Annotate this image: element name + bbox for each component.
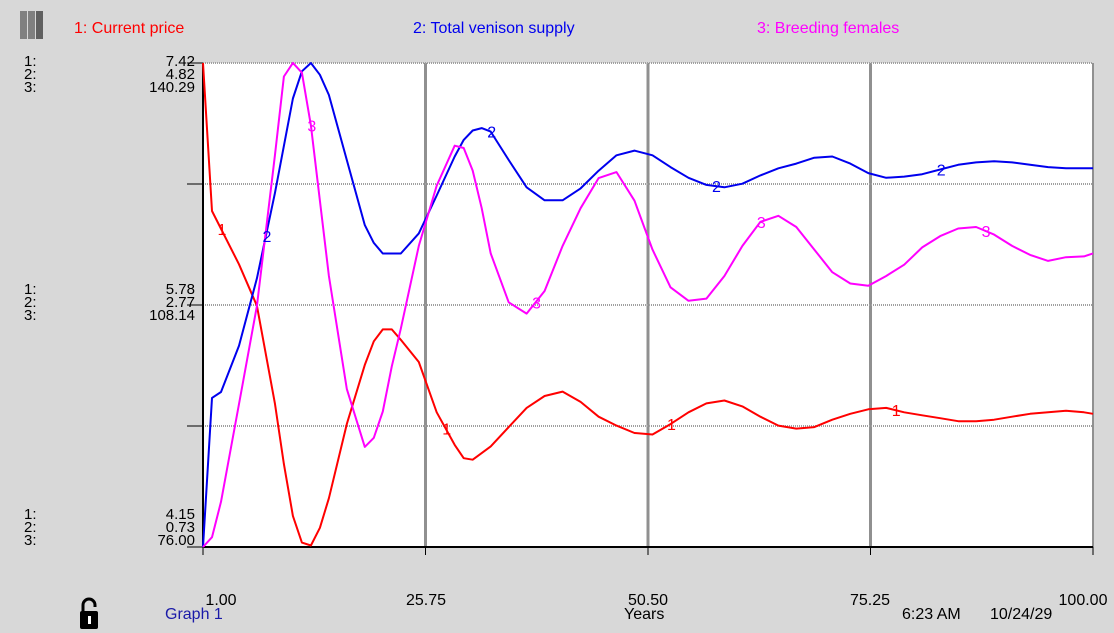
y-value: 140.29 bbox=[149, 79, 195, 96]
axes bbox=[187, 62, 1094, 555]
series-marker-2: 2 bbox=[937, 163, 946, 180]
series-marker-2: 2 bbox=[487, 125, 496, 142]
x-tick-label: 50.50 bbox=[627, 592, 669, 609]
series-marker-3: 3 bbox=[757, 215, 766, 232]
x-tick-label: 75.25 bbox=[849, 592, 891, 609]
y-index: 3: bbox=[24, 79, 37, 96]
graph-name[interactable]: Graph 1 bbox=[165, 606, 223, 623]
series-marker-1: 1 bbox=[667, 417, 676, 434]
y-index: 1: bbox=[24, 281, 37, 298]
series-marker-1: 1 bbox=[218, 222, 227, 239]
x-axis-label: Years bbox=[624, 606, 665, 623]
y-value: 5.78 bbox=[165, 281, 195, 298]
lock-icon[interactable] bbox=[78, 596, 100, 630]
series-marker-3: 3 bbox=[982, 224, 991, 241]
x-tick-label: 100.00 bbox=[1058, 592, 1108, 609]
time-stamp: 6:23 AM bbox=[902, 606, 961, 623]
y-index: 3: bbox=[24, 307, 37, 324]
y-index: 2: bbox=[24, 294, 37, 311]
y-value: 2.77 bbox=[165, 294, 195, 311]
series-marker-2: 2 bbox=[712, 179, 721, 196]
legend-total-venison-supply: 2: Total venison supply bbox=[413, 20, 575, 37]
series-line-1 bbox=[202, 62, 1094, 547]
y-value: 108.14 bbox=[149, 307, 195, 324]
y-index: 1: bbox=[24, 53, 37, 70]
x-tick-label: 1.00 bbox=[205, 592, 237, 609]
series-line-2 bbox=[202, 62, 1093, 548]
series-markers: 1 1 1 1 2 2 2 2 3 3 3 3 bbox=[218, 118, 991, 438]
y-value: 4.15 bbox=[165, 506, 195, 523]
series-marker-1: 1 bbox=[442, 422, 451, 439]
y-index: 3: bbox=[24, 532, 37, 549]
legend-current-price: 1: Current price bbox=[74, 20, 185, 37]
legend-breeding-females: 3: Breeding females bbox=[757, 20, 900, 37]
series-marker-2: 2 bbox=[262, 229, 271, 246]
y-value: 7.42 bbox=[165, 53, 195, 70]
series-marker-3: 3 bbox=[307, 118, 316, 135]
y-index: 1: bbox=[24, 506, 37, 523]
y-index: 2: bbox=[24, 519, 37, 536]
date-stamp: 10/24/29 bbox=[990, 606, 1053, 623]
series-lines bbox=[202, 61, 1094, 548]
page-turn-icon[interactable] bbox=[20, 11, 43, 39]
grid bbox=[203, 62, 1094, 547]
y-index: 2: bbox=[24, 66, 37, 83]
y-value: 76.00 bbox=[157, 532, 195, 549]
y-value: 0.73 bbox=[165, 519, 195, 536]
x-tick-label: 25.75 bbox=[405, 592, 447, 609]
series-marker-3: 3 bbox=[532, 295, 541, 312]
series-line-3 bbox=[202, 61, 1094, 548]
y-value: 4.82 bbox=[165, 66, 195, 83]
series-marker-1: 1 bbox=[892, 403, 901, 420]
